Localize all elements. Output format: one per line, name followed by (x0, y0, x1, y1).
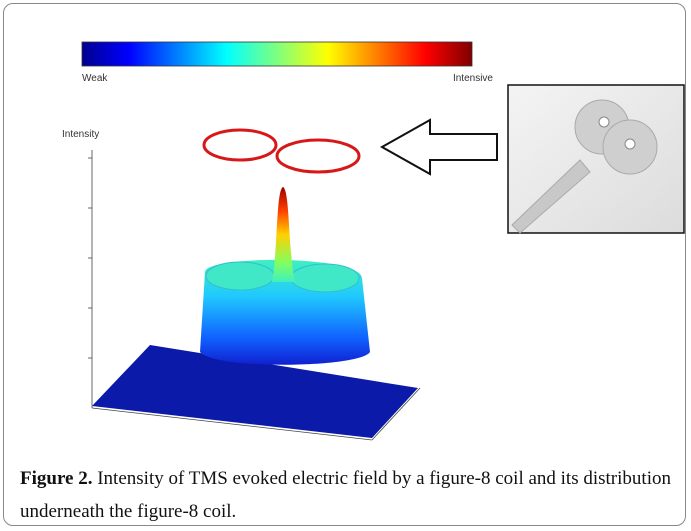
caption-text: Intensity of TMS evoked electric field b… (20, 468, 671, 522)
caption-label: Figure 2. (20, 468, 92, 489)
coil-loop (277, 140, 359, 172)
page: Weak Intensive Intensity Figure 2. Inten… (0, 0, 691, 531)
plateau-ring (206, 262, 274, 290)
plateau-ring (291, 264, 359, 292)
colorbar-high-label: Intensive (453, 73, 493, 84)
surface-peak (272, 187, 295, 282)
colorbar (82, 42, 472, 66)
figure-graphic: Weak Intensive Intensity (0, 0, 691, 460)
axis-label: Intensity (62, 129, 99, 140)
coil-loop (204, 130, 276, 160)
caption: Figure 2. Intensity of TMS evoked electr… (20, 462, 680, 528)
colorbar-low-label: Weak (82, 73, 108, 84)
arrow (382, 120, 497, 174)
